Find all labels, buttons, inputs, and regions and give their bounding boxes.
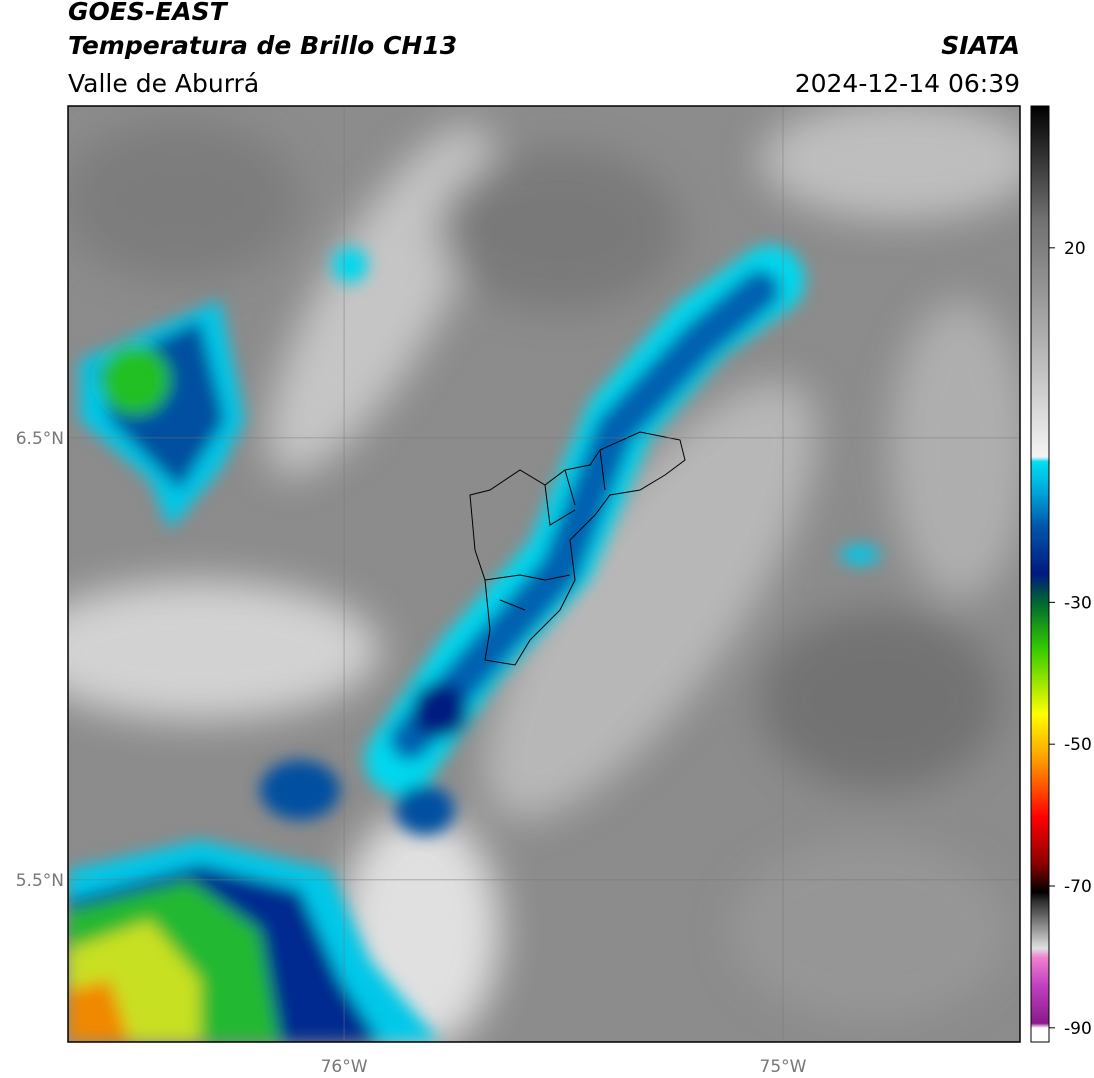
region: Valle de Aburrá — [68, 69, 259, 98]
y-tick-label: 5.5°N — [16, 871, 64, 891]
source: SIATA — [941, 31, 1020, 60]
colorbar-tick-label: -90 — [1064, 1019, 1092, 1039]
x-tick-label: 75°W — [760, 1057, 807, 1077]
title: GOES-EAST — [68, 0, 229, 26]
colorbar-tick-label: -50 — [1064, 735, 1092, 755]
colorbar-tick-label: -70 — [1064, 877, 1092, 897]
x-tick-label: 76°W — [321, 1057, 368, 1077]
colorbar — [1030, 105, 1050, 1043]
datetime: 2024-12-14 06:39 — [795, 69, 1020, 98]
satellite-image — [68, 106, 1020, 1042]
subtitle: Temperatura de Brillo CH13 — [68, 31, 457, 60]
y-tick-label: 6.5°N — [16, 429, 64, 449]
colorbar-tick-label: -30 — [1064, 593, 1092, 613]
grid — [68, 106, 1020, 1042]
plot-frame — [67, 105, 1021, 1043]
colorbar-tick-label: 20 — [1064, 239, 1086, 259]
municipal-boundaries — [469, 431, 686, 666]
